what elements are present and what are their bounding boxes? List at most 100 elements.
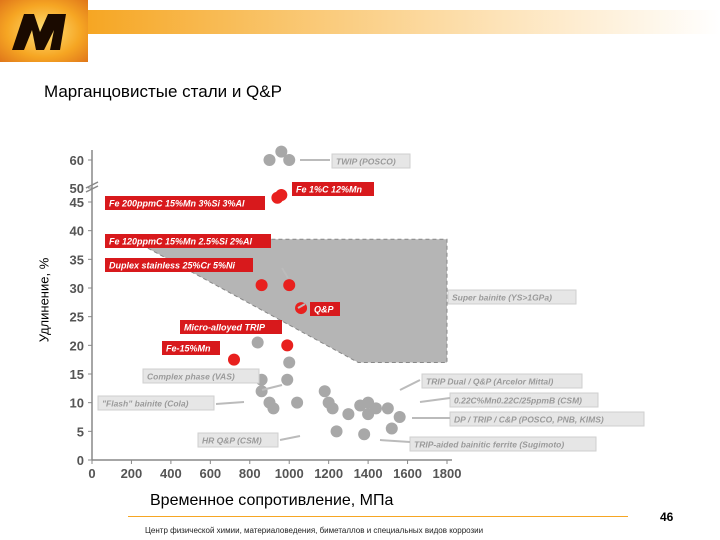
grey-label-text: TWIP (POSCO) — [336, 157, 396, 167]
x-tick-label: 200 — [121, 466, 143, 481]
slide-title: Марганцовистые стали и Q&P — [44, 82, 282, 101]
footer-text: Центр физической химии, материаловедения… — [145, 526, 484, 535]
arrow — [281, 267, 289, 279]
red-point — [281, 339, 294, 352]
grey-label-box — [449, 392, 599, 408]
y-tick-label: 60 — [70, 153, 84, 168]
grey-label-box — [197, 432, 279, 448]
red-label-box — [292, 182, 374, 196]
arrow — [261, 384, 283, 391]
x-tick-label: 1200 — [314, 466, 343, 481]
grey-label-box — [409, 436, 597, 452]
grey-point — [281, 373, 294, 386]
arrow — [279, 435, 301, 441]
y-tick-label: 50 — [70, 181, 84, 196]
grey-point — [267, 402, 280, 415]
grey-point — [354, 399, 367, 412]
grey-label-text: "Flash" bainite (Cola) — [102, 399, 189, 409]
grey-point — [342, 408, 355, 421]
grey-point — [283, 154, 296, 166]
grey-point — [385, 422, 398, 435]
red-label-box — [105, 196, 265, 210]
x-tick-label: 800 — [239, 466, 261, 481]
page-number: 46 — [660, 510, 674, 524]
x-tick-label: 1000 — [275, 466, 304, 481]
grey-label-text: DP / TRIP / C&P (POSCO, PNB, KIMS) — [454, 415, 604, 425]
label-boxes: Fe 1%C 12%Mn Fe 200ppmC 15%Mn 3%Si 3%Al Fe… — [97, 153, 645, 452]
header-bar — [88, 10, 720, 34]
grey-label-text: TRIP-aided bainitic ferrite (Sugimoto) — [414, 440, 564, 450]
red-label-box — [180, 320, 282, 334]
arrow — [419, 397, 451, 403]
chart-axes: 0 200 400 600 800 1000 1200 1400 1600 1800 0 5 10 15 2… — [70, 150, 462, 481]
axis-break — [85, 185, 99, 193]
red-label-box — [105, 258, 253, 272]
grey-label-text: TRIP Dual / Q&P (Arcelor Mittal) — [426, 377, 554, 387]
grey-label-box — [421, 373, 583, 389]
x-axis-label: Временное сопротивление, МПа — [150, 492, 394, 509]
y-axis-label: Удлинение, % — [36, 257, 52, 343]
red-point — [255, 279, 268, 292]
grey-label-text: 0.22C%Mn0.22C/25ppmB (CSM) — [454, 396, 582, 406]
grey-point — [381, 402, 394, 415]
grey-label-text: Super bainite (YS>1GPa) — [452, 293, 552, 303]
red-label-text: Fe 120ppmC 15%Mn 2.5%Si 2%Al — [109, 237, 253, 247]
red-label-text: Q&P — [314, 305, 335, 315]
y-tick-label: 0 — [77, 453, 84, 468]
red-point — [228, 353, 240, 366]
grey-label-box — [331, 153, 411, 169]
footer-divider — [128, 516, 628, 517]
grey-point — [393, 411, 406, 423]
red-label-text: Fe 1%C 12%Mn — [296, 185, 363, 195]
red-label-text: Micro-alloyed TRIP — [184, 323, 266, 333]
grey-point — [275, 145, 288, 158]
x-tick-label: 1800 — [433, 466, 462, 481]
arrow — [215, 401, 245, 405]
axis-break — [85, 181, 99, 189]
red-label-box — [162, 341, 220, 355]
y-tick-label: 45 — [70, 195, 84, 210]
y-tick-label: 5 — [77, 424, 84, 439]
grey-point — [358, 428, 371, 441]
arrow — [379, 439, 411, 443]
grey-point — [283, 356, 296, 369]
y-tick-label: 25 — [70, 310, 84, 325]
x-tick-label: 1600 — [393, 466, 422, 481]
red-point — [271, 191, 284, 204]
grey-point — [330, 425, 343, 438]
red-label-text: Duplex stainless 25%Cr 5%Ni — [109, 261, 236, 271]
grey-point — [318, 385, 331, 398]
grey-label-text: HR Q&P (CSM) — [202, 436, 262, 446]
grey-label-text: Complex phase (VAS) — [147, 372, 235, 382]
red-label-box — [310, 302, 340, 316]
x-tick-label: 1400 — [354, 466, 383, 481]
red-point — [283, 279, 296, 292]
x-tick-label: 600 — [199, 466, 221, 481]
arrow — [297, 303, 306, 309]
red-label-text: Fe 200ppmC 15%Mn 3%Si 3%Al — [109, 199, 245, 209]
grey-point — [255, 385, 268, 398]
grey-point — [291, 396, 304, 409]
grey-point — [362, 408, 375, 421]
y-tick-label: 10 — [70, 396, 84, 411]
arrow — [399, 379, 421, 391]
grey-label-box — [447, 289, 577, 305]
red-label-text: Fe-15%Mn — [166, 344, 211, 354]
red-label-box — [105, 234, 271, 248]
grey-points — [251, 145, 459, 441]
x-tick-label: 0 — [88, 466, 95, 481]
grey-label-box — [97, 395, 215, 411]
y-tick-label: 20 — [70, 338, 84, 353]
grey-point — [251, 336, 264, 349]
grey-point — [326, 402, 339, 415]
logo — [0, 0, 88, 62]
y-tick-label: 30 — [70, 281, 84, 296]
grey-point — [263, 154, 276, 166]
y-tick-label: 40 — [70, 224, 84, 239]
y-tick-label: 35 — [70, 252, 84, 267]
x-tick-label: 400 — [160, 466, 182, 481]
grey-label-box — [142, 368, 260, 384]
y-tick-label: 15 — [70, 367, 84, 382]
red-points — [228, 189, 308, 366]
